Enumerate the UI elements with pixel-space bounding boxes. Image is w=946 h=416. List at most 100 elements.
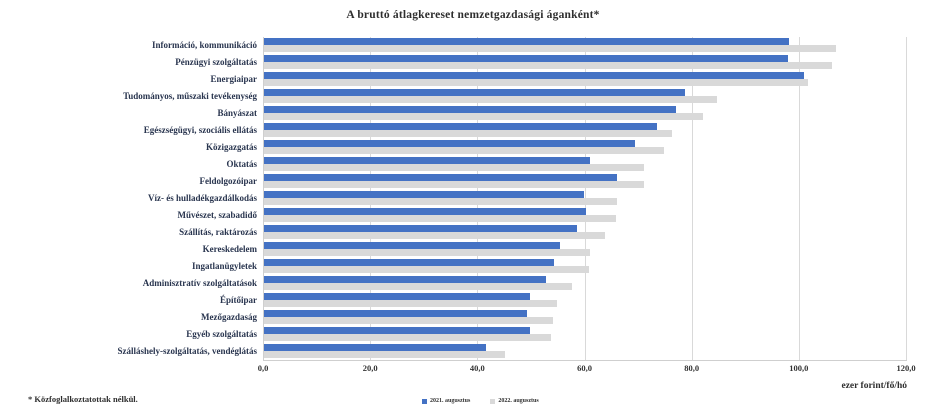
category-label: Mezőgazdaság [201, 312, 257, 322]
bar-series-1 [263, 225, 577, 232]
bar-series-2 [263, 147, 664, 154]
bar-series-1 [263, 276, 546, 283]
legend-label: 2022. augusztus [498, 398, 539, 404]
bar-series-1 [263, 140, 636, 147]
bar-series-2 [263, 317, 554, 324]
x-tick-label: 60,0 [577, 363, 592, 373]
bar-group [263, 105, 906, 122]
footnote: * Közfoglalkoztatottak nélkül. [28, 394, 138, 404]
bar-series-2 [263, 113, 703, 120]
bar-group [263, 326, 906, 343]
x-tick-label: 20,0 [362, 363, 378, 373]
bar-series-1 [263, 89, 685, 96]
bar-series-2 [263, 351, 505, 358]
bar-series-2 [263, 62, 832, 69]
bar-group [263, 292, 906, 309]
x-tick-label: 40,0 [469, 363, 485, 373]
bar-series-1 [263, 38, 790, 45]
x-tick-label: 80,0 [684, 363, 700, 373]
legend-item: 2021. augusztus [422, 398, 470, 404]
chart-title: A bruttó átlagkereset nemzetgazdasági ág… [346, 9, 600, 21]
bar-series-2 [263, 130, 672, 137]
category-label: Információ, kommunikáció [151, 40, 257, 50]
bar-series-2 [263, 45, 836, 52]
gridline [691, 37, 693, 360]
bar-series-1 [263, 293, 531, 300]
category-label: Egyéb szolgáltatás [186, 329, 257, 339]
bar-group [263, 139, 906, 156]
bar-group [263, 71, 906, 88]
bar-series-1 [263, 55, 789, 62]
category-label: Víz- és hulladékgazdálkodás [147, 193, 257, 203]
axis-unit-label: ezer forint/fő/hó [841, 381, 907, 391]
bar-group [263, 207, 906, 224]
x-axis-line [263, 360, 907, 361]
bar-series-2 [263, 334, 552, 341]
legend-swatch-icon [490, 398, 496, 404]
bar-series-2 [263, 181, 644, 188]
bar-series-2 [263, 249, 590, 256]
bar-series-2 [263, 232, 605, 239]
x-tick-label: 120,0 [896, 363, 916, 373]
bar-series-1 [263, 72, 805, 79]
legend-label: 2021. augusztus [430, 398, 471, 404]
bar-series-2 [263, 79, 809, 86]
legend: 2021. augusztus 2022. augusztus [422, 398, 539, 404]
bar-series-1 [263, 174, 617, 181]
bar-group [263, 309, 906, 326]
bar-group [263, 37, 906, 54]
bar-series-2 [263, 164, 645, 171]
bar-series-2 [263, 283, 573, 290]
category-label: Szállítás, raktározás [179, 227, 257, 237]
bar-series-2 [263, 300, 557, 307]
bar-series-1 [263, 208, 586, 215]
bar-series-1 [263, 106, 676, 113]
bar-series-2 [263, 96, 717, 103]
bar-group [263, 190, 906, 207]
bar-series-1 [263, 310, 527, 317]
bar-series-1 [263, 327, 531, 334]
bar-group [263, 224, 906, 241]
bar-series-1 [263, 344, 486, 351]
bar-series-1 [263, 157, 590, 164]
y-axis-line [263, 37, 264, 361]
category-label: Tudományos, műszaki tevékenység [123, 91, 257, 101]
category-label: Feldolgozóipar [199, 176, 258, 186]
plot-area [263, 37, 907, 360]
category-label: Pénzügyi szolgáltatás [175, 57, 257, 67]
category-label: Ingatlanügyletek [191, 261, 257, 271]
bar-group [263, 343, 906, 360]
category-label: Egészségügyi, szociális ellátás [143, 125, 257, 135]
bar-series-2 [263, 266, 590, 273]
category-label: Közigazgatás [206, 142, 257, 152]
bar-series-1 [263, 259, 554, 266]
bar-series-2 [263, 198, 617, 205]
category-label: Szálláshely-szolgáltatás, vendéglátás [117, 346, 258, 356]
category-label: Művészet, szabadidő [177, 210, 258, 220]
bar-group [263, 173, 906, 190]
bar-series-1 [263, 242, 560, 249]
x-tick-label: 100,0 [789, 363, 809, 373]
bar-series-1 [263, 123, 658, 130]
gridline [906, 37, 907, 360]
x-tick-label: 0,0 [257, 363, 269, 373]
category-label: Energiaipar [210, 74, 258, 84]
bar-group [263, 122, 906, 139]
bar-series-1 [263, 191, 584, 198]
bar-group [263, 258, 906, 275]
bar-group [263, 241, 906, 258]
bar-group [263, 54, 906, 71]
bar-group [263, 88, 906, 105]
legend-swatch-icon [422, 398, 427, 404]
category-label: Kereskedelem [202, 244, 257, 254]
bar-group [263, 275, 906, 292]
category-label: Oktatás [226, 159, 257, 169]
gridline [798, 37, 800, 360]
bar-series-2 [263, 215, 616, 222]
category-label: Építőipar [219, 295, 257, 305]
bar-group [263, 156, 906, 173]
category-label: Adminisztratív szolgáltatások [142, 278, 257, 288]
category-label: Bányászat [217, 108, 257, 118]
legend-item: 2022. augusztus [490, 398, 539, 404]
